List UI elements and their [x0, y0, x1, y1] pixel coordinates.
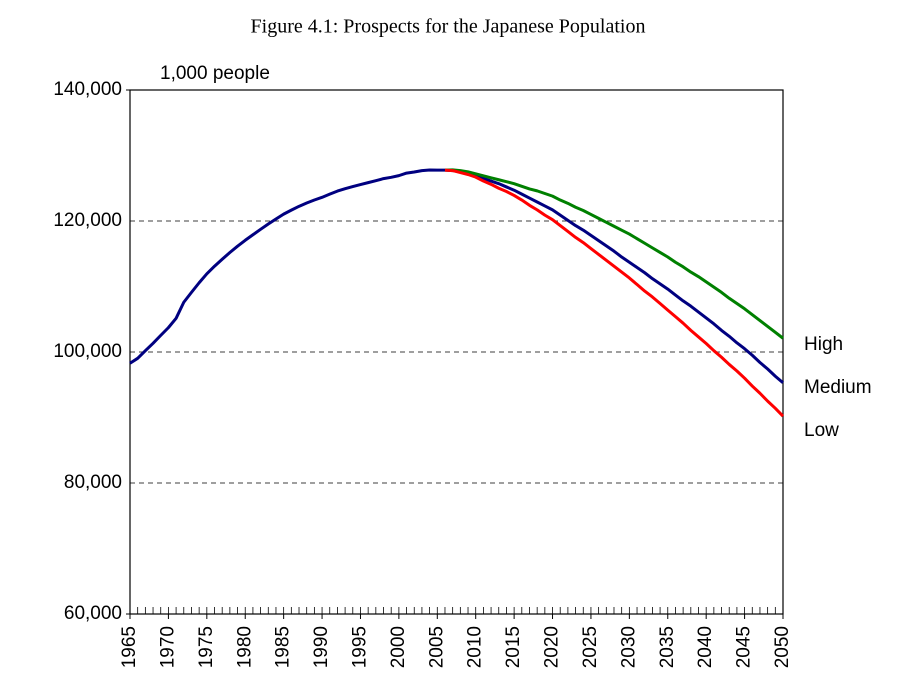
- chart-title: Figure 4.1: Prospects for the Japanese P…: [251, 16, 646, 38]
- x-tick-label: 2005: [426, 626, 447, 668]
- legend-label: Medium: [804, 377, 872, 398]
- x-tick-label: 2010: [465, 626, 486, 668]
- x-tick-label: 1985: [273, 626, 294, 668]
- x-tick-label: 1965: [119, 626, 140, 668]
- y-tick-label: 140,000: [53, 79, 122, 100]
- legend-label: Low: [804, 420, 839, 441]
- y-tick-label: 60,000: [64, 603, 122, 624]
- legend-label: High: [804, 334, 843, 355]
- x-tick-label: 2000: [388, 626, 409, 668]
- x-tick-label: 2050: [772, 626, 793, 668]
- x-tick-label: 1995: [349, 626, 370, 668]
- x-tick-label: 2035: [657, 626, 678, 668]
- series-line: [129, 168, 784, 384]
- series-line: [444, 168, 784, 340]
- x-tick-label: 2040: [695, 626, 716, 668]
- x-tick-label: 2025: [580, 626, 601, 668]
- y-tick-label: 120,000: [53, 210, 122, 231]
- x-tick-label: 2045: [734, 626, 755, 668]
- x-tick-label: 2015: [503, 626, 524, 668]
- y-tick-label: 80,000: [64, 472, 122, 493]
- x-tick-label: 2020: [542, 626, 563, 668]
- x-tick-label: 2030: [618, 626, 639, 668]
- x-tick-label: 1980: [234, 626, 255, 668]
- y-axis-unit: 1,000 people: [160, 63, 270, 84]
- series-line: [444, 168, 785, 418]
- x-tick-label: 1970: [157, 626, 178, 668]
- y-tick-label: 100,000: [53, 341, 122, 362]
- x-tick-label: 1990: [311, 626, 332, 668]
- x-tick-label: 1975: [196, 626, 217, 668]
